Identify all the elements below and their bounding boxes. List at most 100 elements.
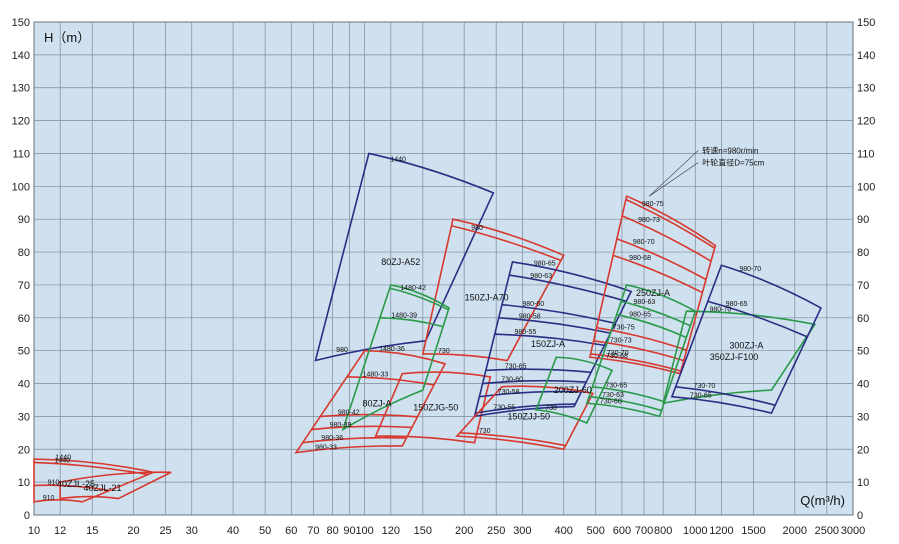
y-tick-label-left: 20 — [18, 444, 30, 456]
y-tick-label-right: 80 — [857, 247, 869, 259]
speed-curve — [485, 368, 592, 374]
curve-label: 730-65 — [505, 364, 527, 371]
region-outline — [670, 264, 823, 415]
y-tick-label-right: 100 — [857, 181, 875, 193]
curve-label: 730-55 — [493, 404, 515, 411]
note-leader-line — [648, 162, 699, 197]
curve-label: 730-75 — [613, 325, 635, 332]
speed-curve — [621, 215, 712, 262]
x-tick-label: 700 — [635, 525, 653, 537]
y-tick-label-left: 150 — [12, 17, 30, 29]
y-tick-label-right: 20 — [857, 444, 869, 456]
curve-label: 980 — [336, 347, 348, 354]
speed-curve — [311, 425, 412, 431]
region-name: 80ZJ-A52 — [381, 257, 420, 267]
curve-label: 730-65 — [605, 383, 627, 390]
speed-note-text: 转速n=980r/min — [702, 145, 758, 155]
curve-label: 730-73 — [610, 337, 632, 344]
x-tick-label: 30 — [186, 525, 198, 537]
region-name: 150ZJG-50 — [413, 402, 458, 412]
x-tick-label: 600 — [613, 525, 631, 537]
x-tick-label: 2000 — [783, 525, 807, 537]
x-tick-label: 250 — [487, 525, 505, 537]
region-name: 150ZJJ-50 — [508, 411, 551, 421]
x-tick-label: 90 — [343, 525, 355, 537]
curve-label: 1440 — [55, 458, 71, 465]
region-name: 40ZJL-25 — [57, 479, 95, 489]
speed-curve — [675, 386, 776, 406]
curve-label: 1480-39 — [391, 312, 417, 319]
y-tick-label-right: 60 — [857, 313, 869, 325]
x-tick-label: 400 — [555, 525, 573, 537]
x-tick-label: 20 — [127, 525, 139, 537]
x-tick-label: 70 — [307, 525, 319, 537]
region-name: 40ZJL-21 — [83, 483, 121, 493]
speed-curve — [612, 254, 703, 294]
x-tick-label: 1000 — [683, 525, 707, 537]
curve-label: 1480-33 — [363, 371, 389, 378]
curve-label: 1440 — [390, 157, 406, 164]
speed-curve — [475, 403, 576, 414]
curve-label: 730-60 — [600, 399, 622, 406]
y-tick-label-left: 130 — [12, 83, 30, 95]
y-tick-label-right: 150 — [857, 17, 875, 29]
region-outline — [534, 356, 614, 425]
region-name: 150ZJ-A70 — [465, 292, 509, 302]
x-tick-label: 1500 — [741, 525, 765, 537]
curve-label: 980-63 — [530, 273, 552, 280]
y-tick-label-left: 90 — [18, 214, 30, 226]
x-tick-label: 800 — [654, 525, 672, 537]
speed-curve — [498, 317, 611, 334]
y-tick-label-left: 100 — [12, 181, 30, 193]
speed-curve — [509, 274, 627, 303]
curve-label: 730-65 — [690, 393, 712, 400]
pump-region — [374, 371, 492, 444]
y-tick-label-right: 110 — [857, 148, 875, 160]
pump-region — [59, 471, 172, 500]
speed-curve — [482, 379, 587, 385]
curve-label: 730-70 — [607, 350, 629, 357]
speed-curve — [451, 224, 562, 262]
region-outline — [59, 471, 172, 500]
region-outline — [455, 385, 595, 451]
region-outline — [585, 284, 697, 418]
y-tick-label-right: 0 — [857, 510, 863, 522]
speed-curve — [501, 303, 616, 325]
curve-label: 980-60 — [522, 301, 544, 308]
x-axis-title: Q(m³/h) — [800, 493, 845, 508]
speed-curve — [459, 432, 566, 447]
y-tick-label-right: 120 — [857, 116, 875, 128]
pump-region — [314, 152, 495, 362]
region-name: 300ZJ-A — [729, 341, 763, 351]
pump-regions — [33, 152, 823, 503]
y-tick-label-left: 70 — [18, 280, 30, 292]
y-tick-label-right: 140 — [857, 50, 875, 62]
x-tick-label: 120 — [382, 525, 400, 537]
speed-curve — [379, 317, 444, 328]
curve-label: 980-36 — [321, 435, 343, 442]
curve-label: 730 — [545, 405, 557, 412]
y-tick-label-left: 50 — [18, 346, 30, 358]
region-name: 350ZJ-F100 — [710, 352, 759, 362]
x-tick-label: 100 — [355, 525, 373, 537]
curve-label: 910 — [43, 495, 55, 502]
speed-curve — [588, 395, 662, 412]
curve-label: 1480-36 — [379, 346, 405, 353]
curve-label: 730 — [438, 348, 450, 355]
y-tick-label-right: 90 — [857, 214, 869, 226]
pump-region — [534, 356, 614, 425]
curve-label: 730-60 — [501, 376, 523, 383]
curve-label: 730-63 — [602, 392, 624, 399]
x-tick-label: 10 — [28, 525, 40, 537]
curve-label: 980-39 — [330, 422, 352, 429]
speed-curve — [616, 238, 707, 281]
curve-label: 980-55 — [514, 329, 536, 336]
speed-curve — [302, 436, 407, 444]
curve-label: 980-68 — [629, 255, 651, 262]
pump-region — [341, 284, 450, 432]
x-tick-label: 1200 — [709, 525, 733, 537]
region-outline — [473, 261, 633, 418]
curve-label: 980-42 — [338, 409, 360, 416]
x-tick-label: 25 — [159, 525, 171, 537]
